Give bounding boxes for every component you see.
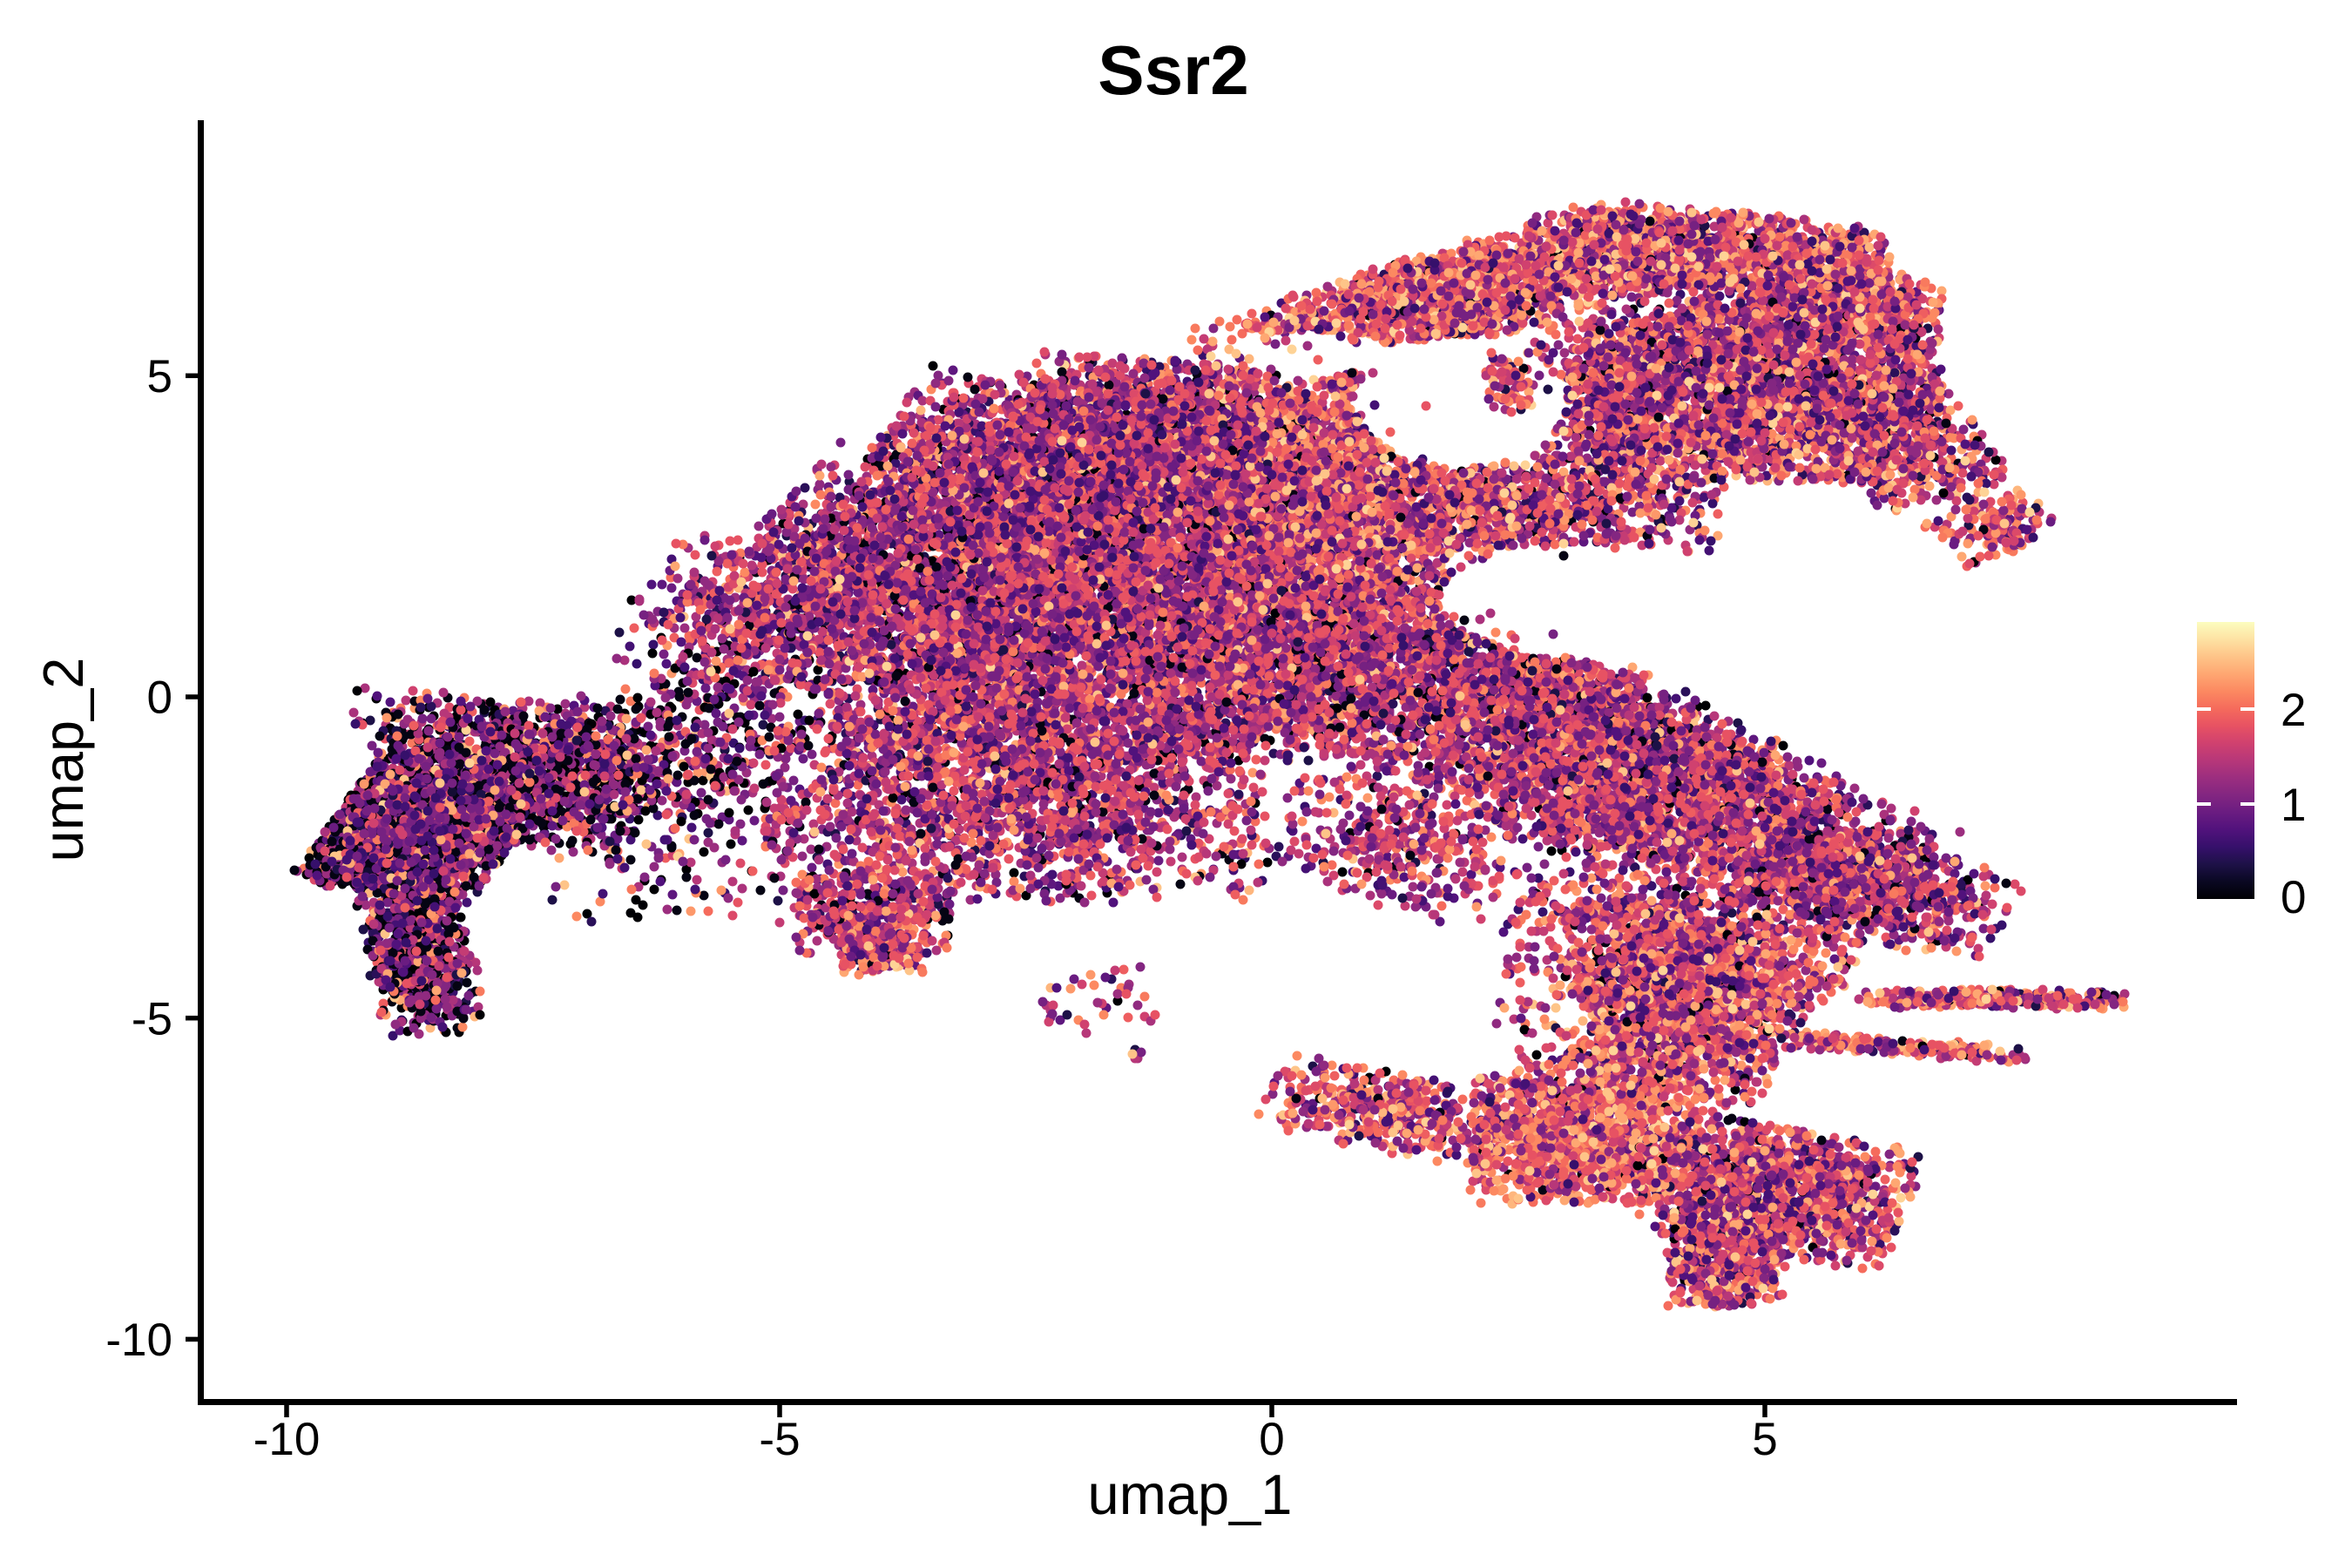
svg-text:Ssr2: Ssr2 bbox=[1098, 31, 1248, 109]
svg-text:0: 0 bbox=[2281, 872, 2306, 923]
svg-text:umap_2: umap_2 bbox=[31, 658, 95, 862]
svg-text:-10: -10 bbox=[105, 1315, 172, 1366]
svg-text:-10: -10 bbox=[253, 1414, 321, 1465]
svg-text:0: 0 bbox=[1259, 1414, 1284, 1465]
svg-text:-5: -5 bbox=[759, 1414, 800, 1465]
svg-text:-5: -5 bbox=[132, 993, 172, 1044]
svg-text:5: 5 bbox=[147, 351, 172, 402]
svg-text:1: 1 bbox=[2281, 780, 2306, 831]
svg-text:umap_1: umap_1 bbox=[1088, 1463, 1293, 1526]
svg-text:5: 5 bbox=[1752, 1414, 1777, 1465]
svg-text:0: 0 bbox=[147, 672, 172, 724]
svg-text:2: 2 bbox=[2281, 685, 2306, 736]
